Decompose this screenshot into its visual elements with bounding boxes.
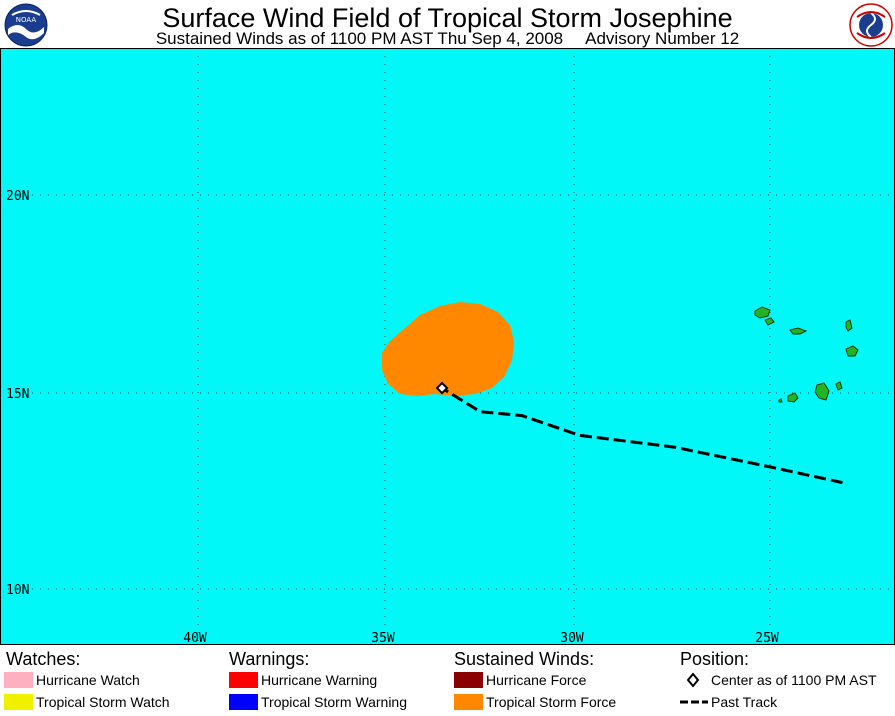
lon-label-30w: 30W [560, 631, 584, 645]
map-subtitle: Sustained Winds as of 1100 PM AST Thu Se… [0, 29, 895, 48]
legend: Watches: Hurricane Watch Tropical Storm … [0, 645, 895, 716]
subtitle-advisory: Advisory Number 12 [585, 29, 740, 48]
noaa-logo: NOAA [4, 3, 48, 47]
legend-tropical-storm-force: Tropical Storm Force [486, 694, 617, 710]
swatch-hurricane-watch [4, 672, 33, 688]
island-santiago [814, 382, 830, 401]
island-brava [778, 398, 783, 403]
lon-label-25w: 25W [755, 631, 779, 645]
swatch-tropical-storm-watch [4, 694, 33, 710]
tropical-storm-wind-field [382, 302, 514, 396]
lon-label-35w: 35W [371, 631, 395, 645]
island-maio [835, 381, 843, 391]
island-boa-vista [845, 345, 859, 357]
island-santo-antao [754, 306, 771, 319]
lat-label-10n: 10N [6, 583, 29, 598]
swatch-tropical-storm-warning [229, 694, 258, 710]
subtitle-time: Sustained Winds as of 1100 PM AST Thu Se… [155, 29, 564, 48]
past-track-icon [680, 700, 708, 704]
header: NOAA Surface Wind Field of Tropical Stor… [0, 0, 895, 48]
map-panel: 20N 15N 10N 40W 35W 30W 25W [0, 48, 895, 646]
legend-center-position: Center as of 1100 PM AST [711, 672, 877, 688]
legend-tropical-storm-watch: Tropical Storm Watch [36, 694, 170, 710]
legend-winds-heading: Sustained Winds: [454, 649, 595, 669]
cape-verde-islands [754, 306, 859, 403]
latitude-labels: 20N 15N 10N [6, 189, 29, 598]
past-track-line [441, 386, 843, 485]
island-sao-nicolau [789, 327, 808, 335]
island-fogo [787, 392, 799, 403]
map-title: Surface Wind Field of Tropical Storm Jos… [162, 3, 733, 33]
legend-warnings-heading: Warnings: [229, 649, 310, 669]
swatch-hurricane-force [454, 672, 483, 688]
center-diamond-icon [686, 672, 700, 688]
legend-position-heading: Position: [680, 649, 750, 669]
svg-text:NOAA: NOAA [16, 16, 37, 24]
legend-watches-heading: Watches: [6, 649, 81, 669]
lat-label-15n: 15N [6, 387, 29, 402]
swatch-hurricane-warning [229, 672, 258, 688]
storm-center-marker [435, 381, 449, 395]
map-canvas: 20N 15N 10N 40W 35W 30W 25W [0, 48, 895, 646]
longitude-labels: 40W 35W 30W 25W [183, 631, 779, 646]
lat-label-20n: 20N [6, 189, 29, 204]
legend-hurricane-force: Hurricane Force [486, 672, 587, 688]
legend-past-track: Past Track [711, 694, 778, 710]
swatch-tropical-storm-force [454, 694, 483, 710]
island-sal [845, 319, 853, 332]
legend-hurricane-warning: Hurricane Warning [261, 672, 378, 688]
island-sao-vicente [764, 317, 775, 326]
legend-tropical-storm-warning: Tropical Storm Warning [261, 694, 408, 710]
nws-logo [849, 3, 893, 47]
legend-hurricane-watch: Hurricane Watch [36, 672, 140, 688]
lon-label-40w: 40W [183, 631, 207, 645]
